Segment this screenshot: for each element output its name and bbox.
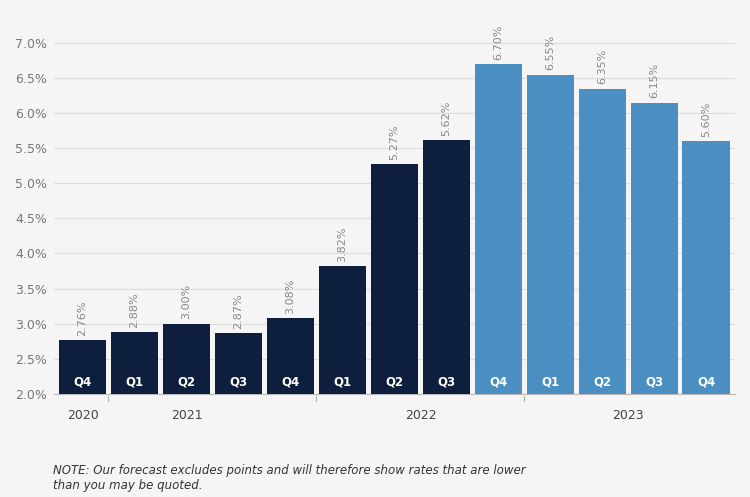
Text: 6.15%: 6.15%	[650, 63, 659, 98]
Text: 6.35%: 6.35%	[598, 49, 608, 84]
Text: Q4: Q4	[74, 375, 92, 388]
Text: Q4: Q4	[489, 375, 508, 388]
Bar	[266, 318, 314, 394]
Text: 2.87%: 2.87%	[233, 293, 244, 329]
Text: Q2: Q2	[386, 375, 404, 388]
Bar	[163, 324, 211, 394]
Bar	[578, 88, 626, 394]
Text: 6.55%: 6.55%	[545, 35, 556, 71]
Text: 3.08%: 3.08%	[286, 278, 296, 314]
Bar	[214, 333, 262, 394]
Text: Q1: Q1	[334, 375, 352, 388]
Bar	[475, 64, 522, 394]
Bar	[682, 141, 730, 394]
Text: Q1: Q1	[125, 375, 143, 388]
Text: 3.82%: 3.82%	[338, 227, 347, 262]
Text: Q3: Q3	[645, 375, 664, 388]
Text: 3.00%: 3.00%	[182, 284, 191, 320]
Text: 2.88%: 2.88%	[130, 292, 140, 328]
Text: 2020: 2020	[67, 409, 98, 422]
Bar	[631, 103, 678, 394]
Text: 2021: 2021	[171, 409, 202, 422]
Text: 5.60%: 5.60%	[701, 102, 712, 137]
Bar	[58, 340, 106, 394]
Text: 5.62%: 5.62%	[442, 100, 452, 136]
Text: Q4: Q4	[281, 375, 299, 388]
Text: Q4: Q4	[698, 375, 715, 388]
Bar	[319, 266, 367, 394]
Text: 2023: 2023	[613, 409, 644, 422]
Text: Q3: Q3	[230, 375, 248, 388]
Text: Q2: Q2	[178, 375, 196, 388]
Text: 6.70%: 6.70%	[494, 24, 503, 60]
Text: Q2: Q2	[593, 375, 611, 388]
Text: Q3: Q3	[437, 375, 455, 388]
Bar	[526, 75, 574, 394]
Text: Q1: Q1	[542, 375, 560, 388]
Text: 5.27%: 5.27%	[389, 125, 400, 160]
Bar	[422, 140, 470, 394]
Text: 2.76%: 2.76%	[77, 301, 88, 336]
Text: 2022: 2022	[405, 409, 436, 422]
Bar	[370, 165, 419, 394]
Text: NOTE: Our forecast excludes points and will therefore show rates that are lower
: NOTE: Our forecast excludes points and w…	[53, 464, 525, 492]
Bar	[110, 332, 158, 394]
